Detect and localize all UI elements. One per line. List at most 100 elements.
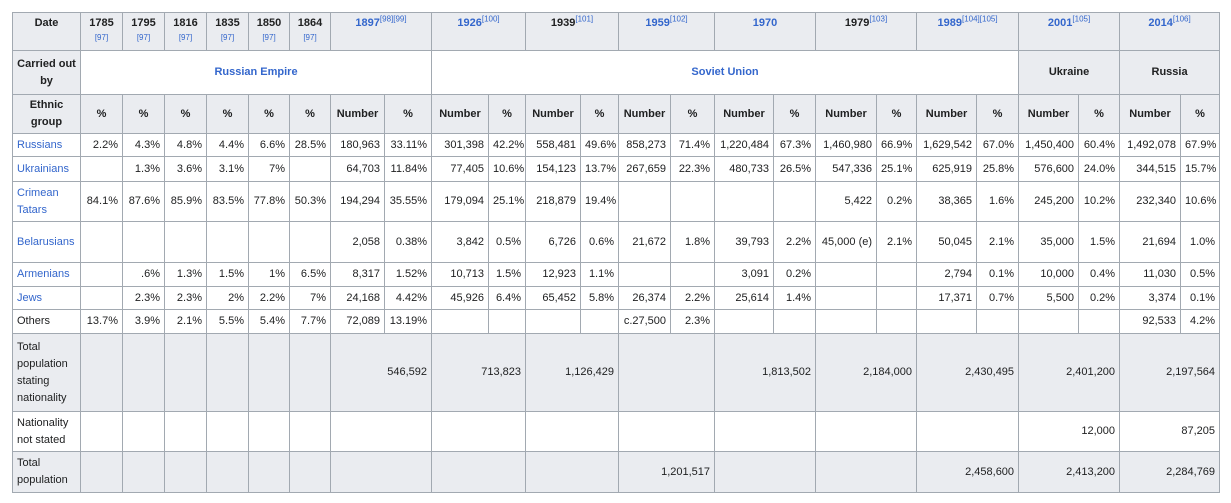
row-header: Nationality not stated — [12, 411, 81, 452]
data-cell — [80, 221, 123, 263]
entity[interactable]: Russian Empire — [214, 66, 298, 78]
data-cell: 13.19% — [383, 309, 433, 334]
year-header: 1835 [97] — [206, 12, 249, 51]
data-cell: 3,091 — [714, 262, 775, 287]
reference[interactable]: [104][105] — [961, 14, 998, 24]
reference[interactable]: [100] — [481, 14, 500, 24]
data-cell — [289, 221, 331, 263]
reference[interactable]: [97] — [220, 33, 235, 42]
reference[interactable]: [102] — [669, 14, 688, 24]
data-cell: 267,659 — [618, 156, 672, 182]
year[interactable]: 1926 — [457, 17, 482, 29]
year[interactable]: 2001 — [1047, 17, 1073, 29]
reference[interactable]: [97] — [136, 33, 151, 42]
data-cell: 4.2% — [1180, 309, 1221, 334]
reference[interactable]: [103] — [869, 14, 888, 24]
data-cell: 180,963 — [330, 133, 385, 157]
reference[interactable]: [106] — [1172, 14, 1191, 24]
total-cell — [289, 333, 331, 412]
total-cell: 2,284,769 — [1119, 451, 1221, 493]
data-cell — [248, 221, 290, 263]
year[interactable]: 1959 — [645, 17, 670, 29]
year-header: 1864 [97] — [289, 12, 331, 51]
year-header: 2001[105] — [1018, 12, 1121, 51]
total-cell: 2,413,200 — [1018, 451, 1121, 493]
column-header: % — [580, 94, 620, 134]
column-header: Number — [431, 94, 490, 134]
data-cell: 179,094 — [431, 181, 490, 222]
data-cell: 576,600 — [1018, 156, 1080, 182]
total-cell — [248, 411, 290, 452]
data-cell: 2% — [206, 286, 249, 310]
data-cell: 2.2% — [670, 286, 716, 310]
data-cell: 50,045 — [916, 221, 978, 263]
data-cell: 480,733 — [714, 156, 775, 182]
data-cell: 25.1% — [488, 181, 527, 222]
reference[interactable]: [97] — [262, 33, 276, 42]
total-cell — [714, 451, 817, 493]
data-cell: 4.42% — [383, 286, 433, 310]
data-cell: 71.4% — [670, 133, 716, 157]
data-cell: 83.5% — [206, 181, 249, 222]
data-cell — [876, 262, 918, 287]
data-cell: 28.5% — [289, 133, 331, 157]
total-cell — [164, 411, 207, 452]
year[interactable]: 1970 — [752, 17, 778, 29]
table-row: Jews 2.3% 2.3% 2% 2.2% 7% 24,168 4.42% 45,926 6.4… — [12, 286, 1221, 310]
column-header: % — [164, 94, 207, 134]
year-header: 1989[104][105] — [916, 12, 1020, 51]
reference[interactable]: [97] — [178, 33, 193, 42]
reference[interactable]: [97] — [303, 33, 317, 42]
total-cell — [525, 451, 620, 493]
reference[interactable]: [97] — [94, 33, 109, 42]
header-label: Carried out by — [12, 50, 81, 95]
entity: Ukraine — [1048, 66, 1090, 78]
ethnic-group-name: Others — [17, 315, 51, 327]
data-cell: 1,492,078 — [1119, 133, 1182, 157]
total-cell — [206, 411, 249, 452]
ethnic-group-name[interactable]: Crimean Tatars — [17, 186, 59, 216]
reference[interactable]: [105] — [1072, 14, 1091, 24]
column-header: Number — [1119, 94, 1182, 134]
year-header: 1970 — [714, 12, 817, 51]
data-cell — [289, 156, 331, 182]
reference[interactable]: [98][99] — [379, 14, 407, 24]
data-cell — [815, 309, 878, 334]
data-cell: 35.55% — [383, 181, 433, 222]
year[interactable]: 2014 — [1148, 17, 1173, 29]
data-cell: 1.3% — [164, 262, 207, 287]
data-cell — [916, 309, 978, 334]
table-row: Nationality not stated 12,000 87,205 — [12, 411, 1221, 452]
data-cell: 92,533 — [1119, 309, 1182, 334]
column-header: Number — [618, 94, 672, 134]
ethnic-group-name[interactable]: Belarusians — [17, 235, 75, 248]
data-cell: 1.6% — [976, 181, 1020, 222]
year-header: 2014[106] — [1119, 12, 1221, 51]
total-cell — [329, 451, 433, 493]
table-row: Total population stating nationality 546,… — [12, 333, 1221, 412]
data-cell: c.27,500 — [618, 309, 672, 334]
data-cell: 85.9% — [164, 181, 207, 222]
ethnic-group-name[interactable]: Jews — [17, 291, 43, 304]
reference[interactable]: [101] — [575, 14, 594, 24]
ethnic-group-name[interactable]: Russians — [17, 138, 63, 151]
data-cell: 5.8% — [580, 286, 620, 310]
data-cell: 7% — [289, 286, 331, 310]
data-cell: 0.2% — [876, 181, 918, 222]
data-cell: 7% — [248, 156, 290, 182]
entity-header: Ukraine — [1018, 50, 1121, 95]
year[interactable]: 1897 — [355, 17, 380, 29]
entity[interactable]: Soviet Union — [691, 66, 759, 78]
total-cell: 713,823 — [431, 333, 527, 412]
data-cell: 11,030 — [1119, 262, 1182, 287]
year[interactable]: 1989 — [937, 17, 962, 29]
total-cell: 2,197,564 — [1119, 333, 1221, 412]
data-cell: 0.5% — [1180, 262, 1221, 287]
data-cell: 1.5% — [1078, 221, 1121, 263]
ethnic-group-name[interactable]: Ukrainians — [17, 162, 69, 175]
ethnic-group-name[interactable]: Armenians — [17, 268, 70, 280]
table-row: Russians 2.2% 4.3% 4.8% 4.4% 6.6% 28.5% 180,963… — [12, 133, 1221, 157]
data-cell: 13.7% — [580, 156, 620, 182]
total-cell: 2,184,000 — [815, 333, 918, 412]
column-header: Number — [525, 94, 582, 134]
